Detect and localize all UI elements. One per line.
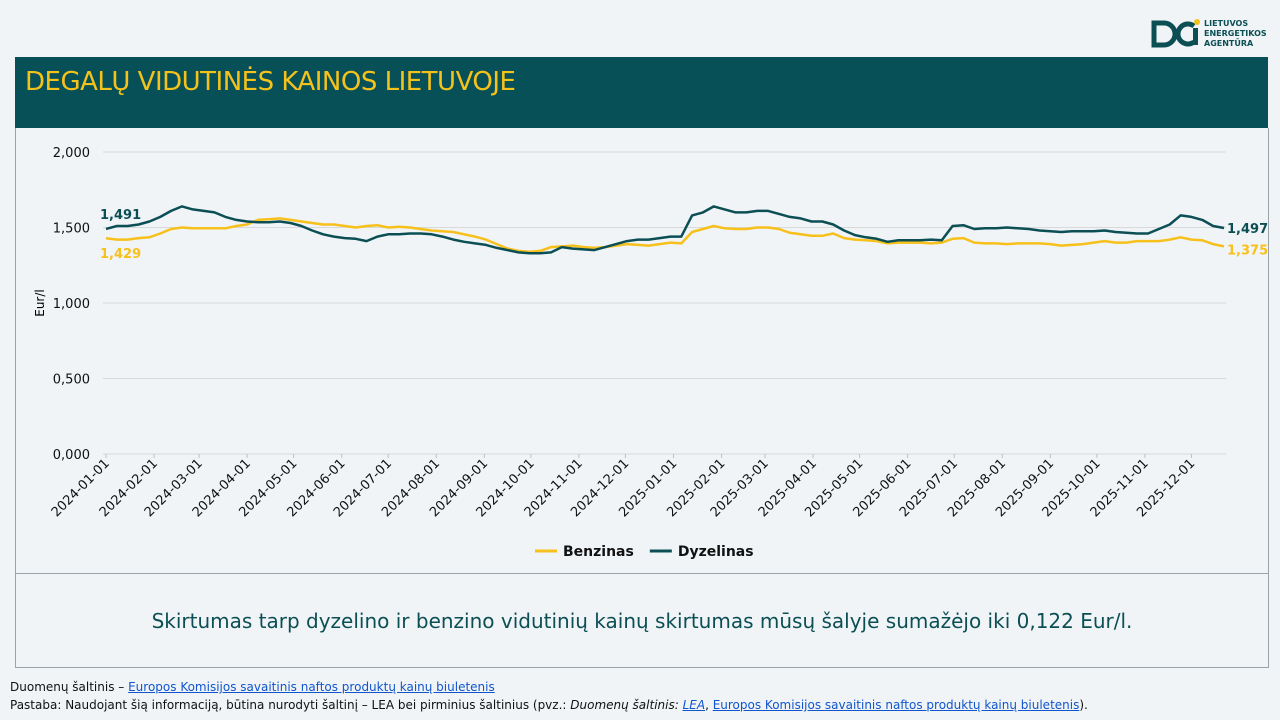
chart: Eur/l 0,0000,5001,0001,5002,0002024-01-0… [33, 146, 1268, 560]
source-prefix: Duomenų šaltinis – [10, 680, 129, 694]
data-label: 1,429 [100, 247, 141, 262]
y-tick-label: 1,000 [53, 297, 90, 312]
y-tick-label: 0,500 [53, 373, 90, 388]
header: DEGALŲ VIDUTINĖS KAINOS LIETUVOJE [15, 57, 1268, 128]
logo-text: ENERGETIKOS [1204, 29, 1267, 38]
note-italic: Duomenų šaltinis: [570, 698, 683, 712]
note-link[interactable]: Europos Komisijos savaitinis naftos prod… [712, 698, 1080, 712]
data-label: 1,375 [1227, 243, 1268, 258]
line-series [105, 205, 1225, 255]
summary-text: Skirtumas tarp dyzelino ir benzino vidut… [151, 608, 1133, 633]
note: Pastaba: Naudojant šią informaciją, būti… [10, 698, 571, 712]
source-link[interactable]: Europos Komisijos savaitinis naftos prod… [128, 680, 495, 694]
footer: Duomenų šaltinis – Europos Komisijos sav… [10, 678, 1088, 714]
logo-text: AGENTŪRA [1204, 38, 1254, 48]
line-series [105, 217, 1225, 253]
title: DEGALŲ VIDUTINĖS KAINOS LIETUVOJE [25, 67, 516, 97]
legend-label: Benzinas [563, 544, 634, 560]
y-tick-label: 1,500 [53, 222, 90, 237]
y-tick-label: 2,000 [53, 146, 90, 161]
logo-text: LIETUVOS [1204, 19, 1248, 28]
note-link[interactable]: LEA [682, 698, 706, 712]
y-axis-label: Eur/l [33, 289, 47, 317]
summary: Skirtumas tarp dyzelino ir benzino vidut… [15, 573, 1269, 668]
y-tick-label: 0,000 [53, 448, 90, 463]
data-label: 1,497 [1227, 222, 1268, 237]
logo: LIETUVOS ENERGETIKOS AGENTŪRA [1151, 19, 1267, 48]
note: , [705, 698, 713, 712]
legend-label: Dyzelinas [678, 544, 754, 560]
data-label: 1,491 [100, 208, 141, 223]
note: ). [1079, 698, 1088, 712]
